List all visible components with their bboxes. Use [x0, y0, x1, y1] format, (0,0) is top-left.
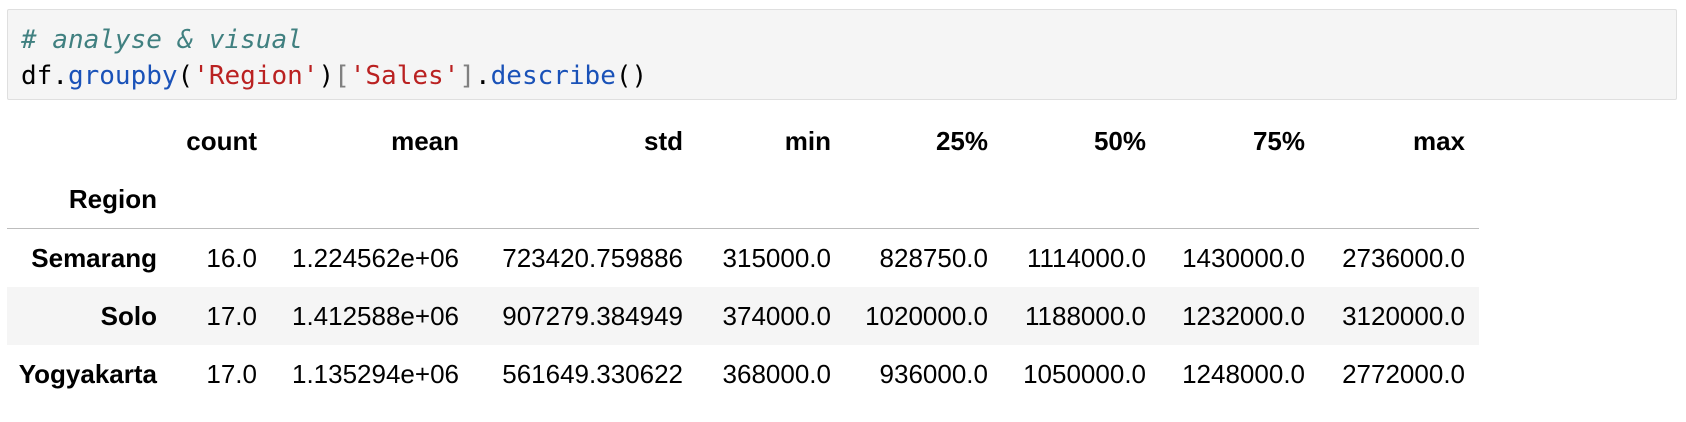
- code-paren-open: (: [177, 61, 194, 91]
- table-cell: 1.224562e+06: [291, 242, 459, 273]
- column-header-std: std: [644, 125, 683, 156]
- code-statement-line: df.groupby('Region')['Sales'].describe(): [21, 58, 1663, 94]
- cell-output: count mean std min 25% 50% 75% max Regio…: [7, 112, 1487, 403]
- column-header-mean: mean: [391, 125, 459, 156]
- column-header-25: 25%: [935, 125, 988, 156]
- table-cell: 1430000.0: [1182, 242, 1305, 273]
- table-cell: 1050000.0: [1023, 358, 1146, 389]
- corner-cell: [7, 112, 171, 170]
- code-dot: .: [474, 61, 491, 91]
- code-dot: .: [52, 61, 68, 91]
- table-cell: 1188000.0: [1025, 300, 1146, 331]
- column-header-count: count: [186, 125, 257, 156]
- code-var: df: [21, 61, 53, 91]
- table-cell: 17.0: [206, 300, 257, 331]
- row-label: Semarang: [31, 242, 157, 273]
- table-cell: 561649.330622: [502, 358, 683, 389]
- index-name-row: Region: [7, 170, 1479, 229]
- table-cell: 1114000.0: [1026, 242, 1146, 273]
- column-header-max: max: [1412, 125, 1465, 156]
- code-comment-line: # analyse & visual: [21, 22, 1663, 58]
- index-name: Region: [68, 183, 157, 214]
- code-bracket-close: ]: [459, 61, 475, 91]
- table-cell: 374000.0: [722, 300, 831, 331]
- code-bracket-open: [: [334, 61, 350, 91]
- table-row: Yogyakarta 17.0 1.135294e+06 561649.3306…: [7, 345, 1479, 403]
- table-cell: 936000.0: [879, 358, 988, 389]
- code-call: (): [615, 61, 648, 91]
- code-method-groupby: groupby: [67, 61, 178, 91]
- code-cell[interactable]: # analyse & visual df.groupby('Region')['…: [7, 9, 1677, 100]
- table-cell: 3120000.0: [1342, 300, 1465, 331]
- table-cell: 368000.0: [722, 358, 831, 389]
- table-cell: 16.0: [206, 242, 257, 273]
- table-cell: 2736000.0: [1342, 242, 1465, 273]
- column-header-row: count mean std min 25% 50% 75% max: [7, 112, 1479, 170]
- dataframe-table: count mean std min 25% 50% 75% max Regio…: [7, 112, 1479, 403]
- table-cell: 828750.0: [879, 242, 988, 273]
- code-arg-sales: 'Sales': [349, 61, 460, 91]
- row-label: Yogyakarta: [18, 358, 157, 389]
- table-row: Solo 17.0 1.412588e+06 907279.384949 374…: [7, 287, 1479, 345]
- table-row: Semarang 16.0 1.224562e+06 723420.759886…: [7, 229, 1479, 288]
- row-label: Solo: [100, 300, 157, 331]
- code-method-describe: describe: [490, 61, 616, 91]
- table-cell: 1248000.0: [1182, 358, 1305, 389]
- table-cell: 17.0: [206, 358, 257, 389]
- table-cell: 1232000.0: [1182, 300, 1305, 331]
- table-cell: 2772000.0: [1342, 358, 1465, 389]
- column-header-min: min: [784, 125, 831, 156]
- table-cell: 315000.0: [722, 242, 831, 273]
- code-arg-region: 'Region': [193, 61, 319, 91]
- table-cell: 723420.759886: [502, 242, 683, 273]
- table-cell: 1.135294e+06: [291, 358, 459, 389]
- table-cell: 1020000.0: [865, 300, 988, 331]
- column-header-50: 50%: [1093, 125, 1146, 156]
- column-header-75: 75%: [1252, 125, 1305, 156]
- table-cell: 907279.384949: [502, 300, 683, 331]
- table-cell: 1.412588e+06: [291, 300, 459, 331]
- code-paren-close: ): [318, 61, 335, 91]
- code-comment: # analyse & visual: [21, 25, 303, 55]
